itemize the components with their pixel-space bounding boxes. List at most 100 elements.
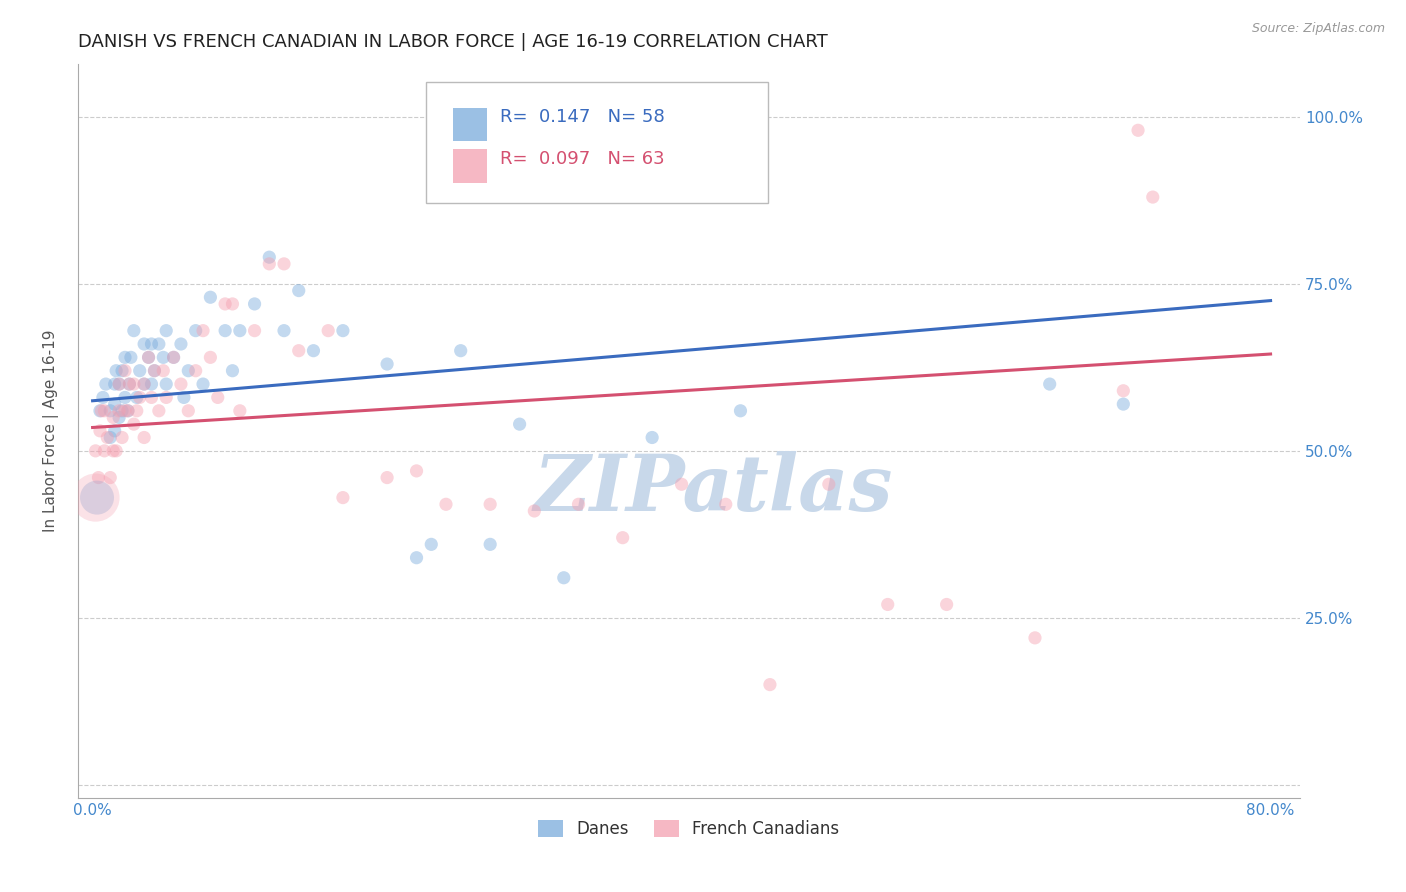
Point <box>1126 123 1149 137</box>
Point <box>273 324 295 338</box>
Point <box>259 250 281 264</box>
Point <box>94 377 117 392</box>
Point <box>104 397 127 411</box>
Point <box>134 430 156 444</box>
Point <box>243 324 266 338</box>
Point <box>479 497 502 511</box>
Point <box>221 297 243 311</box>
Point <box>671 477 693 491</box>
Point <box>143 364 166 378</box>
Point <box>108 377 131 392</box>
Point <box>138 351 160 365</box>
Point <box>184 324 207 338</box>
Point <box>567 497 589 511</box>
Point <box>98 404 121 418</box>
Point <box>108 410 131 425</box>
Point <box>405 550 427 565</box>
Point <box>759 677 782 691</box>
Point <box>122 417 145 431</box>
Point <box>118 377 141 392</box>
Point <box>316 324 339 338</box>
Point <box>108 377 131 392</box>
Y-axis label: In Labor Force | Age 16-19: In Labor Force | Age 16-19 <box>44 329 59 532</box>
Point <box>141 377 163 392</box>
Point <box>117 404 139 418</box>
Point <box>200 351 222 365</box>
Point <box>177 404 200 418</box>
Point <box>84 491 107 505</box>
Point <box>876 598 898 612</box>
Point <box>207 391 229 405</box>
Point <box>91 391 114 405</box>
Point <box>177 364 200 378</box>
Point <box>128 364 150 378</box>
Point <box>405 464 427 478</box>
Point <box>184 364 207 378</box>
Point <box>103 410 125 425</box>
Point <box>89 424 111 438</box>
Legend: Danes, French Canadians: Danes, French Canadians <box>531 814 846 845</box>
Point <box>287 343 309 358</box>
Point <box>817 477 839 491</box>
Point <box>191 324 214 338</box>
Point <box>118 377 141 392</box>
Point <box>155 377 177 392</box>
FancyBboxPatch shape <box>453 150 488 183</box>
Point <box>93 404 115 418</box>
Point <box>134 377 156 392</box>
Point <box>114 351 136 365</box>
Point <box>170 337 193 351</box>
Point <box>332 491 354 505</box>
Point <box>141 391 163 405</box>
Point <box>162 351 184 365</box>
Point <box>134 377 156 392</box>
Point <box>612 531 634 545</box>
Point <box>191 377 214 392</box>
Point <box>104 424 127 438</box>
Text: DANISH VS FRENCH CANADIAN IN LABOR FORCE | AGE 16-19 CORRELATION CHART: DANISH VS FRENCH CANADIAN IN LABOR FORCE… <box>77 33 828 51</box>
Point <box>200 290 222 304</box>
Point <box>714 497 737 511</box>
Point <box>152 351 174 365</box>
Point <box>302 343 325 358</box>
Point <box>420 537 443 551</box>
Point <box>375 357 398 371</box>
Point <box>98 430 121 444</box>
Point <box>1112 397 1135 411</box>
Point <box>111 430 134 444</box>
Point <box>434 497 457 511</box>
Point <box>173 391 195 405</box>
Point <box>1039 377 1062 392</box>
Point <box>332 324 354 338</box>
Point <box>128 391 150 405</box>
Point <box>125 391 148 405</box>
Point <box>114 404 136 418</box>
Point <box>935 598 957 612</box>
Point <box>214 324 236 338</box>
Point <box>114 391 136 405</box>
Point <box>141 337 163 351</box>
Text: ZIPatlas: ZIPatlas <box>534 451 893 528</box>
Point <box>509 417 531 431</box>
Point <box>143 364 166 378</box>
Point <box>120 351 142 365</box>
Point <box>122 324 145 338</box>
Point <box>87 470 110 484</box>
Point <box>103 443 125 458</box>
Point <box>90 404 112 418</box>
Point <box>98 470 121 484</box>
Point <box>134 337 156 351</box>
Point <box>273 257 295 271</box>
Point <box>259 257 281 271</box>
Point <box>221 364 243 378</box>
Point <box>86 491 108 505</box>
Point <box>148 404 170 418</box>
Point <box>105 443 128 458</box>
Point <box>125 404 148 418</box>
Point <box>162 351 184 365</box>
Point <box>229 324 252 338</box>
Point <box>1142 190 1164 204</box>
Point <box>229 404 252 418</box>
Point <box>1112 384 1135 398</box>
Point <box>641 430 664 444</box>
